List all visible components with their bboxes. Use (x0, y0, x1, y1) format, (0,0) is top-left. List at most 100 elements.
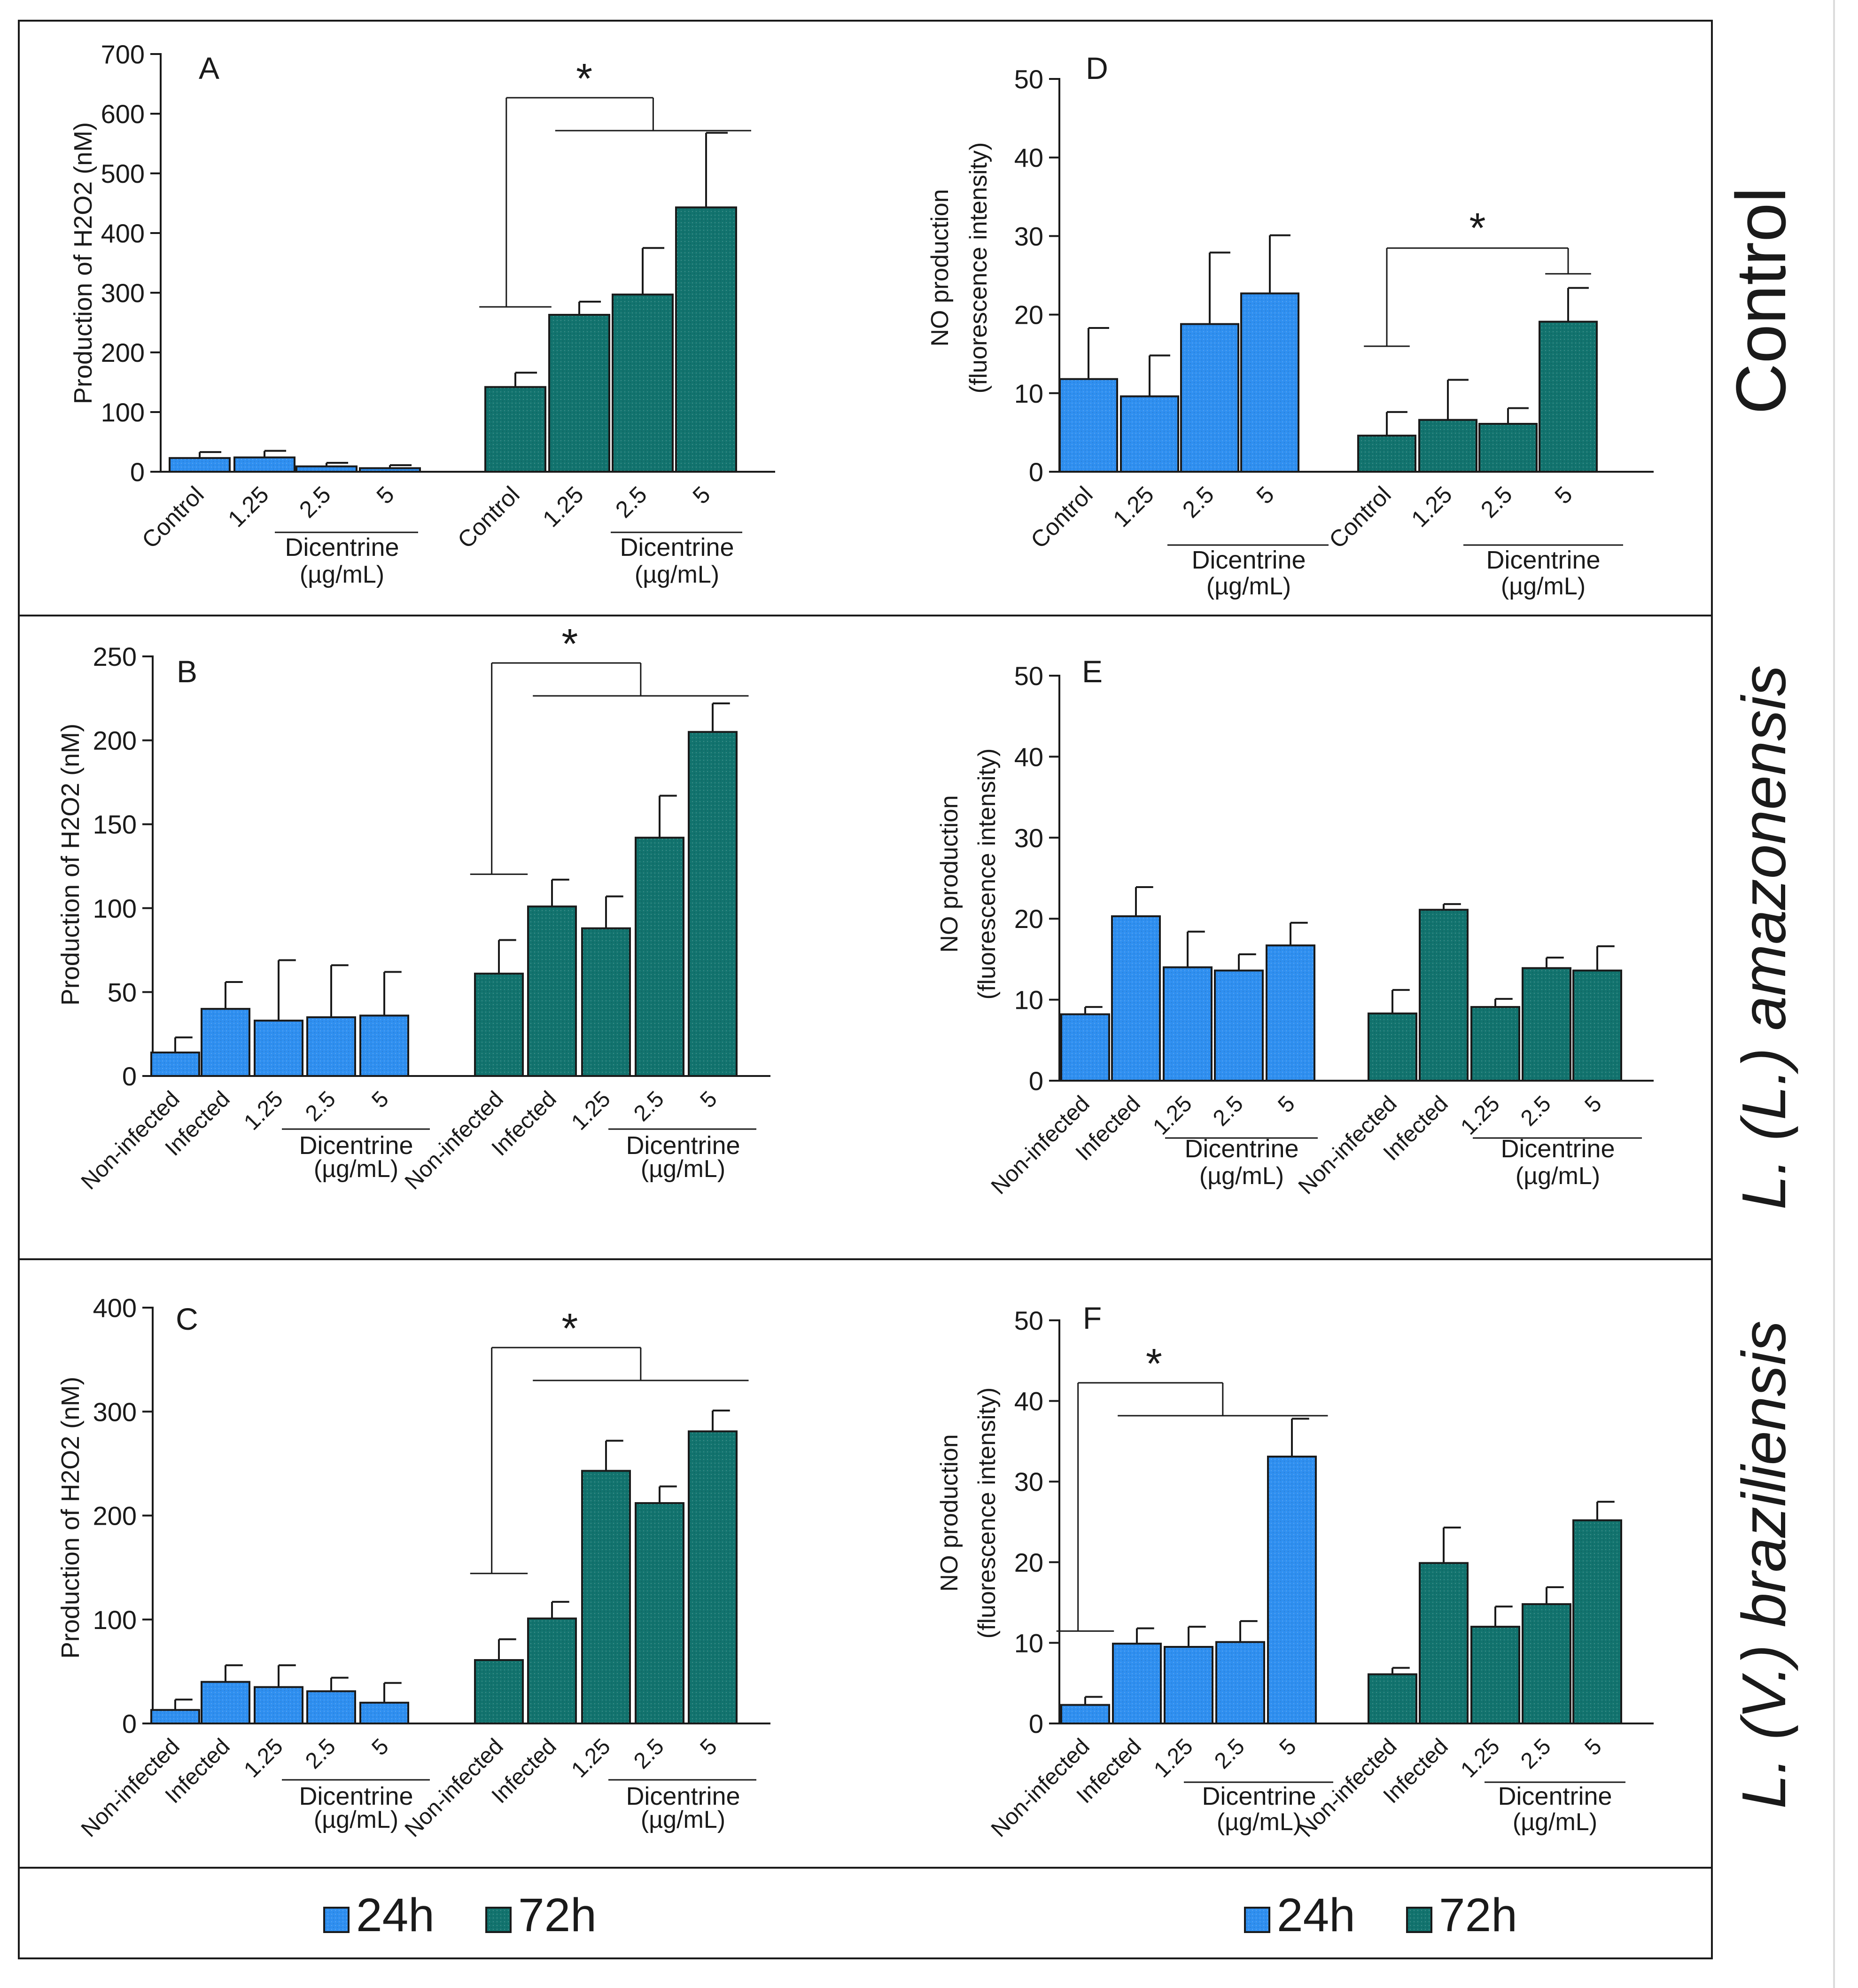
group-unit: (µg/mL) (314, 1806, 398, 1833)
category-label: 1.25 (1456, 1091, 1505, 1140)
y-tick-label: 40 (1014, 1387, 1043, 1416)
significance-star: * (561, 621, 578, 668)
bar (1120, 395, 1179, 473)
bar (581, 927, 631, 1077)
group-label: Dicentrine (1202, 1782, 1316, 1810)
category-label: 2.5 (610, 481, 652, 523)
significance-star: * (576, 55, 592, 102)
group-unit: (µg/mL) (1217, 1809, 1301, 1836)
bar (1111, 915, 1161, 1082)
legend-2: 24h 72h (1244, 1889, 1517, 1941)
bar (1240, 292, 1299, 473)
bar (1060, 1013, 1110, 1082)
category-label: 5 (695, 1086, 722, 1113)
bar (1368, 1012, 1417, 1082)
legend-label-72h: 72h (518, 1889, 597, 1941)
category-label: Control (1324, 481, 1396, 554)
y-tick-label: 40 (1014, 143, 1043, 172)
y-tick-label: 50 (1014, 64, 1043, 94)
category-label: 2.5 (1516, 1734, 1556, 1774)
category-label: 5 (1550, 481, 1578, 509)
bar (474, 973, 524, 1077)
y-tick-label: 700 (101, 39, 145, 69)
legend-1: 24h 72h (323, 1889, 597, 1941)
category-label: 5 (1275, 1734, 1301, 1760)
page-edge (1833, 0, 1835, 1988)
category-label: 5 (372, 481, 399, 509)
y-axis-label: Production of H2O2 (nM) (69, 122, 97, 404)
group-label: Dicentrine (626, 1782, 740, 1810)
group-label: Dicentrine (285, 533, 399, 561)
bar (1266, 944, 1315, 1082)
category-label: 1.25 (239, 1086, 288, 1135)
bar (1112, 1643, 1162, 1724)
y-tick-label: 0 (1029, 457, 1043, 487)
bar (295, 465, 358, 473)
bar (688, 731, 738, 1077)
y-tick-label: 200 (93, 726, 137, 756)
bar (688, 1430, 738, 1725)
bar (1214, 969, 1264, 1082)
bar (1164, 1645, 1213, 1724)
bar (527, 905, 577, 1077)
chart-panel-d: 0 10 20 30 40 50 NO production (fluorescence in… (926, 51, 1654, 600)
category-label: 5 (1580, 1091, 1606, 1117)
bar (1572, 1519, 1622, 1725)
group-unit: (µg/mL) (1199, 1162, 1284, 1190)
category-label: 1.25 (1406, 481, 1457, 532)
category-label: 2.5 (1476, 481, 1517, 523)
y-axis-label: Production of H2O2 (nM) (56, 724, 85, 1006)
y-tick-label: 300 (101, 278, 145, 308)
category-label: 1.25 (537, 481, 588, 532)
y-tick-label: 200 (93, 1501, 137, 1531)
category-label: 2.5 (629, 1734, 669, 1774)
bar (581, 1470, 631, 1725)
bar (1357, 435, 1416, 473)
significance-star: * (1146, 1341, 1162, 1388)
bar (201, 1008, 250, 1077)
group-unit: (µg/mL) (300, 561, 384, 588)
category-label: 5 (688, 481, 715, 509)
category-label: 5 (367, 1086, 393, 1113)
y-tick-label: 20 (1014, 904, 1043, 934)
category-label: 2.5 (1177, 481, 1219, 523)
bar (306, 1016, 356, 1077)
legend-label-24h: 24h (356, 1889, 435, 1941)
group-unit: (µg/mL) (314, 1155, 398, 1183)
bar (150, 1709, 200, 1725)
y-tick-label: 100 (93, 1605, 137, 1635)
legend-swatch-24h (323, 1907, 350, 1933)
chart-panel-f: 0 10 20 30 40 50 NO production (fluorescence in… (936, 1301, 1654, 1842)
bar (359, 1701, 409, 1724)
category-label: 1.25 (567, 1086, 615, 1135)
bar (1478, 423, 1538, 473)
legend-swatch-24h (1244, 1907, 1270, 1933)
y-axis-label-2: (fluorescence intensity) (965, 142, 992, 394)
y-axis-label-2: (fluorescence intensity) (973, 1388, 1001, 1639)
bar (359, 467, 421, 473)
bar (1163, 966, 1213, 1082)
bar (1419, 1562, 1469, 1725)
panel-letter: F (1083, 1301, 1102, 1335)
category-label: 2.5 (301, 1086, 341, 1126)
y-tick-label: 30 (1014, 221, 1043, 251)
y-tick-label: 10 (1014, 985, 1043, 1015)
y-tick-label: 40 (1014, 742, 1043, 772)
row-label: Control (1721, 187, 1800, 414)
group-unit: (µg/mL) (641, 1806, 725, 1833)
y-tick-label: 10 (1014, 379, 1043, 408)
category-label: 1.25 (1148, 1091, 1197, 1140)
category-label: 5 (367, 1734, 393, 1760)
group-unit: (µg/mL) (1516, 1162, 1600, 1190)
bar (612, 293, 674, 473)
bar (635, 1502, 684, 1724)
bar (474, 1659, 524, 1725)
bar (306, 1690, 356, 1725)
category-label: 5 (695, 1734, 722, 1760)
category-label: 2.5 (629, 1086, 669, 1126)
group-unit: (µg/mL) (641, 1155, 725, 1183)
y-axis-label: NO production (936, 1434, 963, 1591)
y-tick-label: 30 (1014, 823, 1043, 853)
y-tick-label: 100 (93, 894, 137, 923)
